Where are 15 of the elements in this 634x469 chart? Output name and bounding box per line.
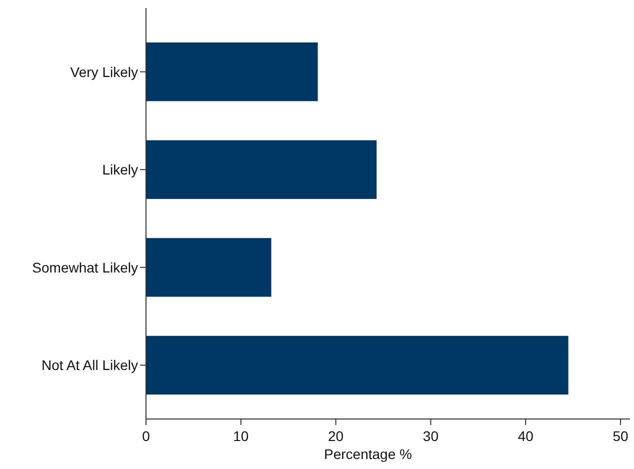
x-axis-title: Percentage % bbox=[324, 446, 412, 462]
x-tick-label: 30 bbox=[422, 428, 439, 444]
x-tick-label: 40 bbox=[518, 428, 534, 444]
bar bbox=[146, 140, 377, 199]
x-tick-label: 10 bbox=[233, 428, 249, 444]
y-tick-label: Likely bbox=[102, 162, 138, 178]
x-tick-label: 0 bbox=[142, 428, 150, 444]
y-tick-label: Very Likely bbox=[70, 64, 138, 80]
bar bbox=[146, 42, 318, 102]
bar bbox=[146, 238, 272, 297]
x-tick-label: 50 bbox=[612, 428, 629, 444]
x-tick-label: 20 bbox=[328, 428, 344, 444]
bar bbox=[146, 336, 568, 395]
y-tick-label: Not At All Likely bbox=[42, 357, 138, 374]
y-tick-label: Somewhat Likely bbox=[32, 259, 138, 276]
